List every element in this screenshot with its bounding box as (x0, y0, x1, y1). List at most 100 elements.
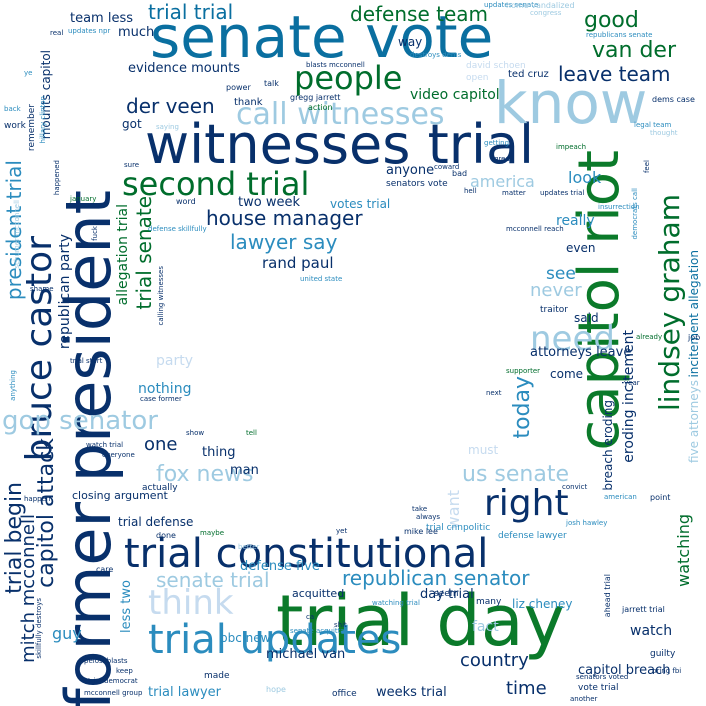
word-yet: yet (336, 527, 348, 535)
word-der-veen: der veen (126, 94, 215, 118)
word-anyone: anyone (386, 163, 435, 178)
word-van-der: van der (592, 38, 676, 63)
word-real: real (50, 29, 64, 37)
word-case-former: case former (140, 395, 182, 403)
word-coward: coward (434, 163, 460, 171)
word-next: next (486, 389, 502, 397)
word-us-senate: us senate (462, 462, 569, 487)
word-gop-senator: gop senator (2, 406, 158, 436)
word-ted-cruz: ted cruz (508, 69, 549, 80)
word-calling-witnesses: calling witnesses (157, 266, 165, 326)
word-schumer-mcconnell: schumer mcconnell (13, 200, 21, 269)
word-thing: thing (202, 445, 236, 460)
word-team-less: team less (70, 11, 134, 26)
word-know: know (494, 69, 648, 137)
word-republicans-senate: republicans senate (586, 31, 653, 39)
word-witnesses-trial: witnesses trial (145, 113, 535, 176)
word-less-two: less two (119, 580, 134, 633)
word-updates-trial: updates trial (540, 189, 585, 197)
word-right: right (484, 483, 569, 524)
word-bbc-new: bbc new (220, 631, 271, 645)
word-think: think (148, 583, 234, 623)
word-open: open (466, 73, 489, 83)
word-defense-team: defense team (350, 2, 488, 26)
word-traitor: traitor (540, 305, 568, 315)
word-video-capitol: video capitol (410, 87, 500, 103)
word-guy: guy (52, 624, 82, 643)
word-party: party (156, 353, 193, 369)
word-mcconnell-reach: mcconnell reach (506, 225, 564, 233)
word-united-state: united state (300, 275, 343, 283)
word-congress: congress (530, 9, 562, 17)
word-trial-democrat: trial democrat (88, 677, 138, 685)
word-weeks-trial: weeks trial (376, 685, 447, 700)
word-fuck: fuck (91, 226, 99, 241)
word-updates-senate: updates senate (484, 1, 539, 9)
word-really: really (556, 213, 595, 229)
word-liz-cheney: liz cheney (512, 597, 573, 611)
word-hillary-clinton: hillary clinton (39, 96, 47, 144)
word-work: work (4, 121, 26, 131)
word-leave-team: leave team (558, 62, 671, 86)
word-trial-lawyer: trial lawyer (148, 685, 222, 700)
word-trial-constitutional: trial constitutional (124, 531, 489, 577)
word-trial-senate: trial senate (132, 196, 156, 310)
word-capitol-breach: capitol breach (578, 663, 671, 678)
word-senators-voted: senators voted (576, 673, 629, 681)
word-watching-trial: watching trial (372, 599, 420, 607)
word-back: back (4, 105, 21, 113)
word-january: january (70, 195, 97, 203)
word-house-manager: house manager (206, 206, 363, 230)
word-said: said (574, 311, 599, 325)
word-mcconnell-group: mcconnell group (84, 689, 143, 697)
word-five-attorneys: five attorneys (687, 380, 701, 464)
word-lawyer-say: lawyer say (230, 230, 338, 254)
word-see: see (546, 264, 576, 284)
word-trial-trial: trial trial (148, 0, 234, 24)
word-votes-trial: votes trial (330, 197, 391, 211)
word-senate-trial: senate trial (156, 568, 270, 592)
word-watching: watching (674, 514, 693, 587)
word-seem: seem (434, 589, 459, 599)
word-time: time (506, 678, 547, 699)
word-bad: bad (452, 169, 468, 178)
word-blasts-mcconnell: blasts mcconnell (306, 61, 365, 69)
word-anything: anything (9, 370, 17, 401)
word-mike-lee: mike lee (404, 527, 438, 536)
word-bring-fbi: bring fbi (652, 667, 682, 675)
word-trial-start: trial start (70, 357, 103, 365)
word-guilty: guilty (650, 649, 676, 659)
word-trial-cnnpolitic: trial cnnpolitic (426, 523, 491, 533)
word-feel: feel (643, 160, 651, 174)
word-democrats-call: democrats call (631, 188, 639, 240)
word-convict: convict (562, 483, 588, 491)
word-impeach: impeach (556, 143, 587, 151)
word-defense-skillfully: defense skillfully (148, 225, 207, 233)
word-call-witnesses: call witnesses (236, 97, 445, 132)
word-trial-day: trial day (276, 580, 566, 662)
word-year: year (624, 379, 640, 387)
word-hell: hell (464, 187, 477, 195)
word-job: job (688, 333, 701, 342)
word-senate-acquittal: senate acquittal (290, 627, 347, 635)
word-senators-vote: senators vote (386, 179, 448, 189)
word-must: must (468, 443, 499, 457)
word-everyone: everyone (102, 451, 135, 459)
word-day-trial: day trial (420, 587, 474, 602)
word-actually: actually (142, 483, 178, 493)
word-evidence-mounts: evidence mounts (128, 61, 241, 76)
word-people: people (294, 59, 403, 97)
word-always: always (416, 513, 441, 521)
word-care: care (96, 565, 114, 574)
word-country: country (460, 650, 529, 671)
word-ahead-trial: ahead trial (603, 574, 612, 618)
word-saying: saying (156, 123, 179, 131)
word-made: made (204, 671, 230, 681)
word-hope: hope (266, 685, 286, 694)
word-man: man (230, 463, 259, 478)
word-another: another (570, 695, 598, 703)
word-come: come (550, 367, 584, 381)
word-already: already (636, 333, 663, 341)
word-many: many (476, 597, 502, 607)
word-good: good (584, 8, 639, 33)
